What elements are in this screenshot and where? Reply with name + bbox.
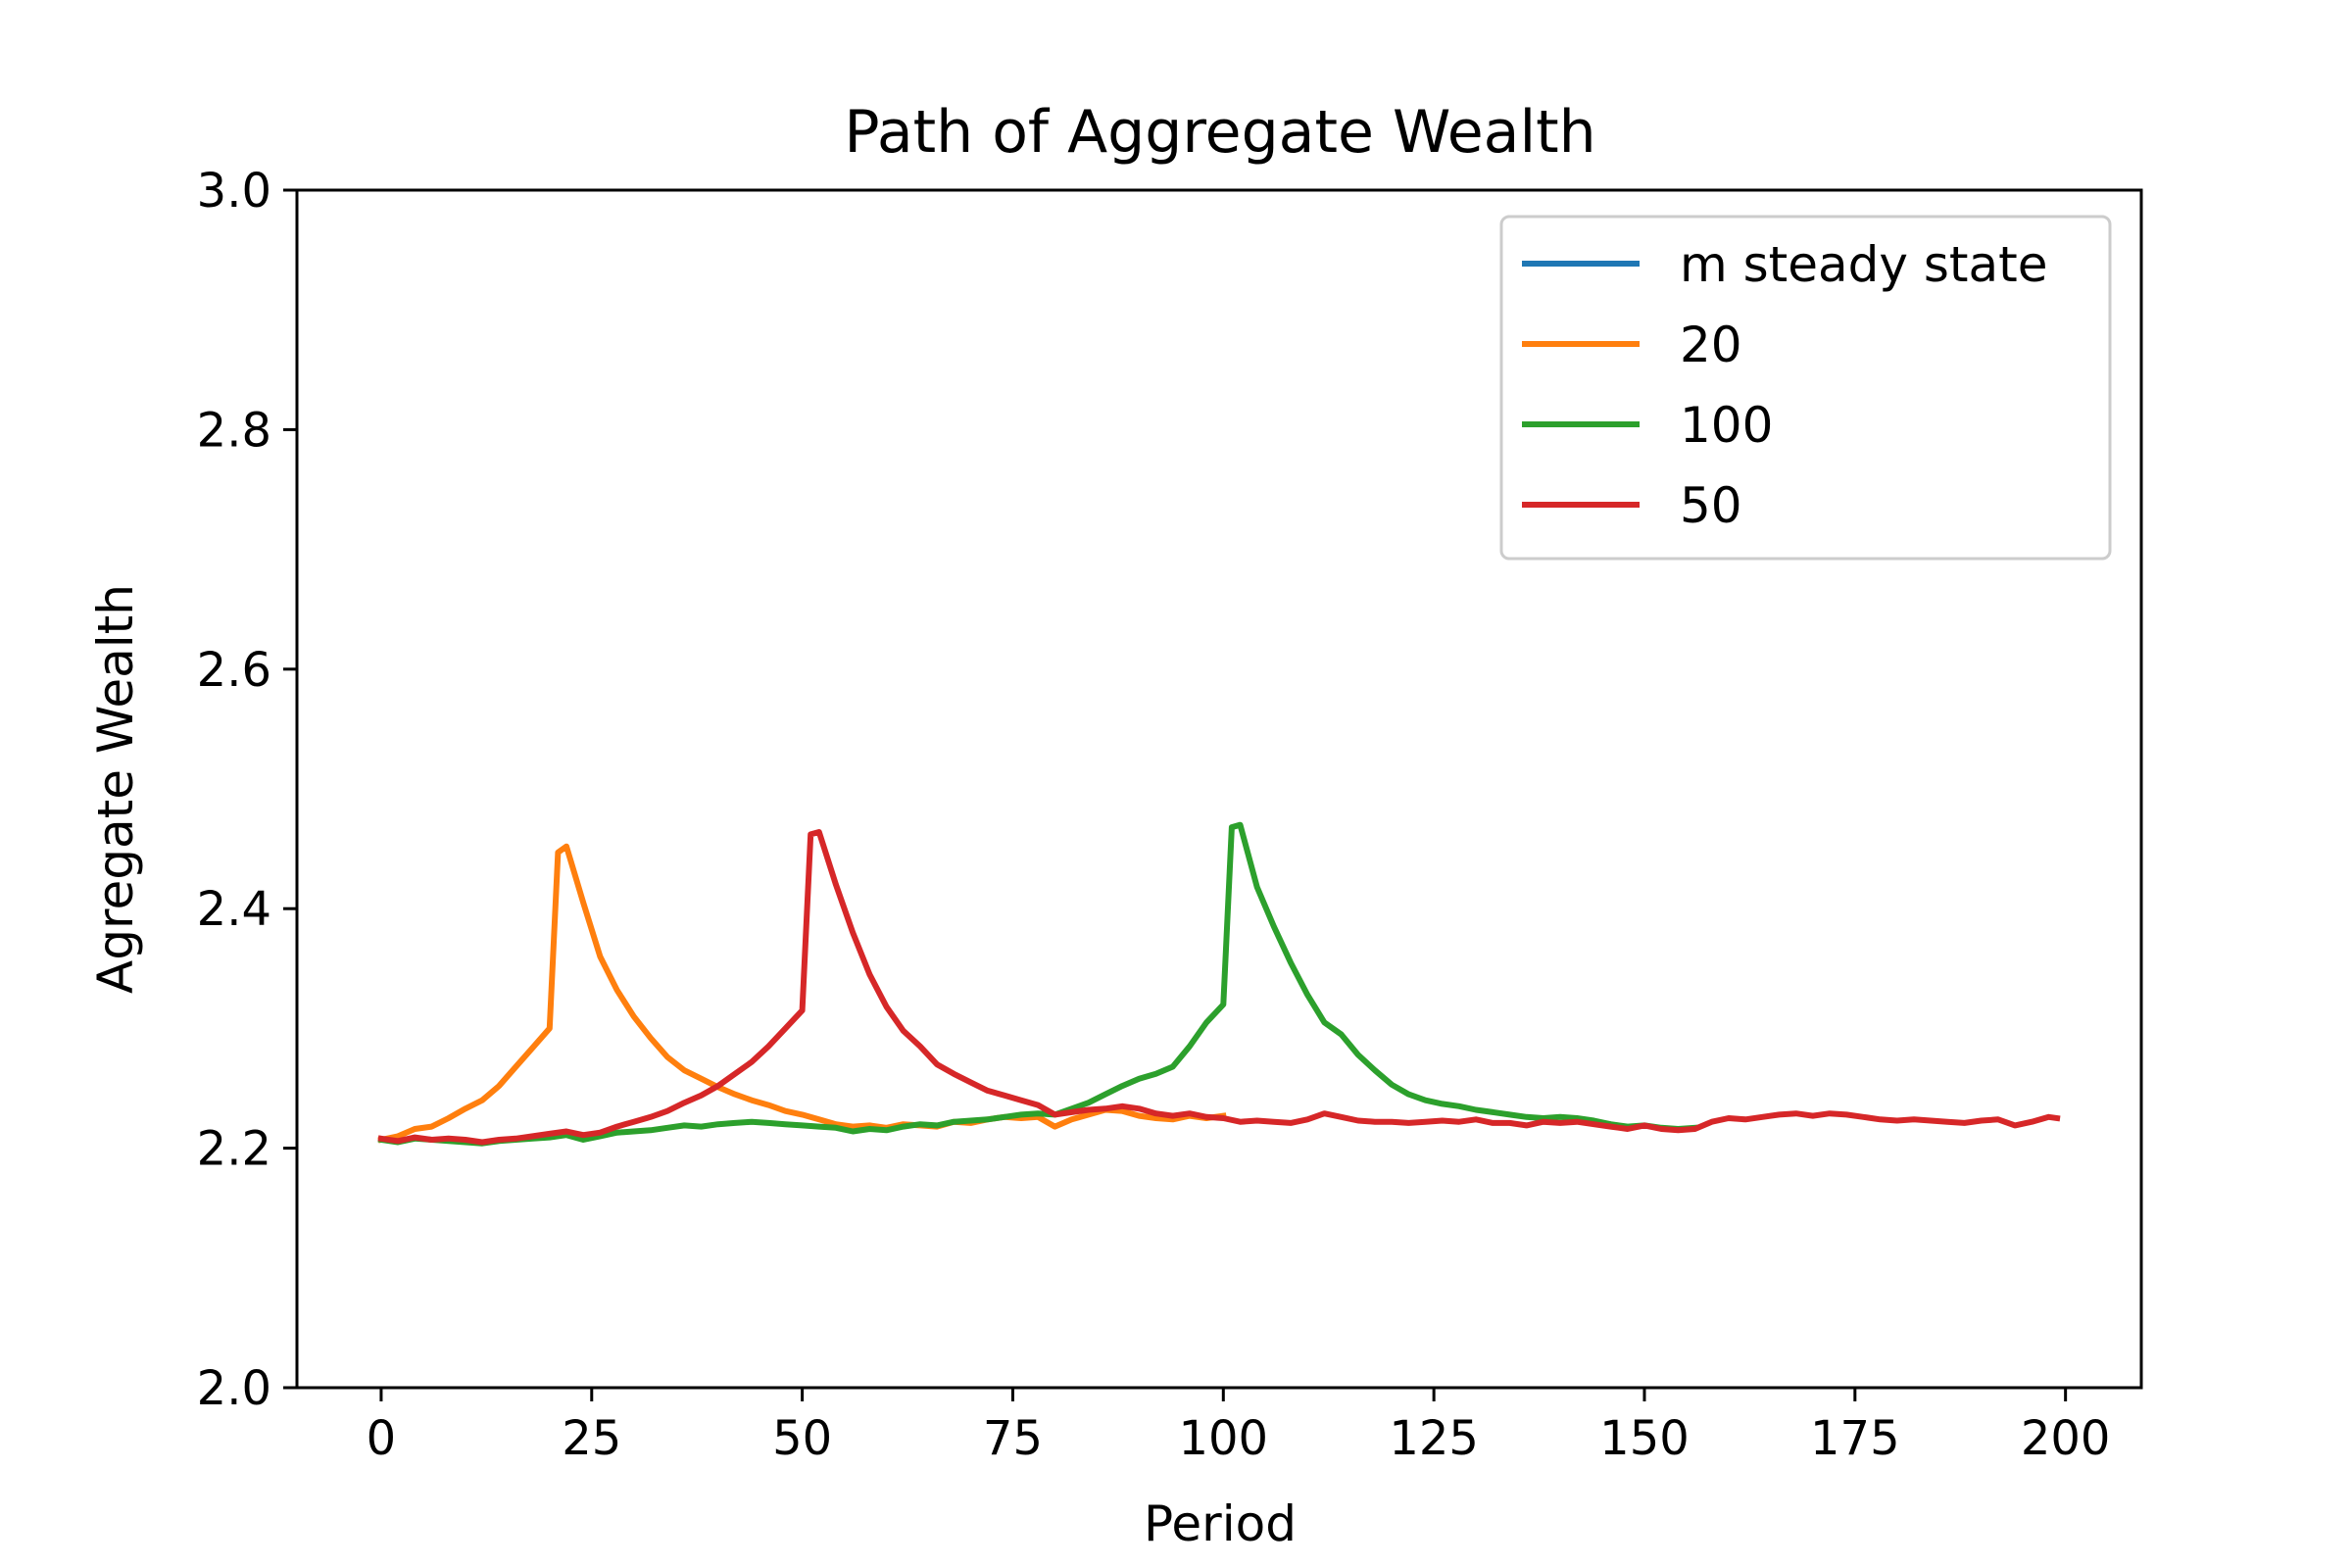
plot-frame	[295, 188, 2143, 1390]
legend-label-1: 20	[1680, 317, 1742, 373]
axes-layer: 0 25 50 75 100 125 150 175 200 2.0 2.2 2.4 2.6 2.8 3.0	[197, 164, 2143, 1466]
y-tick-label-1: 2.2	[197, 1122, 271, 1177]
y-tick-label-2: 2.4	[197, 882, 271, 937]
y-axis-label: Agregate Wealth	[87, 584, 144, 994]
legend-label-0: m steady state	[1680, 236, 2048, 293]
chart-title: Path of Aggregate Wealth	[844, 98, 1595, 167]
x-tick-label-2: 50	[772, 1411, 832, 1466]
x-tick-label-3: 75	[983, 1411, 1043, 1466]
series-line-1	[377, 843, 1227, 1144]
y-tick-label-3: 2.6	[197, 643, 271, 698]
y-tick-label-4: 2.8	[197, 403, 271, 458]
series-line-2	[377, 821, 1698, 1147]
series-line-3	[377, 829, 2061, 1146]
legend-label-3: 50	[1680, 477, 1742, 534]
y-tick-label-0: 2.0	[197, 1361, 271, 1416]
x-tick-label-1: 25	[562, 1411, 621, 1466]
y-tick-label-5: 3.0	[197, 164, 271, 219]
legend: m steady state 20 100 50	[1499, 215, 2112, 561]
x-tick-label-8: 200	[2021, 1411, 2111, 1466]
series-layer	[377, 821, 2061, 1147]
legend-label-2: 100	[1680, 397, 1773, 454]
x-axis-label: Period	[1144, 1495, 1297, 1552]
x-tick-label-5: 125	[1389, 1411, 1479, 1466]
x-tick-label-6: 150	[1599, 1411, 1690, 1466]
x-tick-label-0: 0	[367, 1411, 397, 1466]
legend-box	[1499, 215, 2112, 561]
x-tick-label-7: 175	[1810, 1411, 1900, 1466]
x-tick-label-4: 100	[1178, 1411, 1268, 1466]
